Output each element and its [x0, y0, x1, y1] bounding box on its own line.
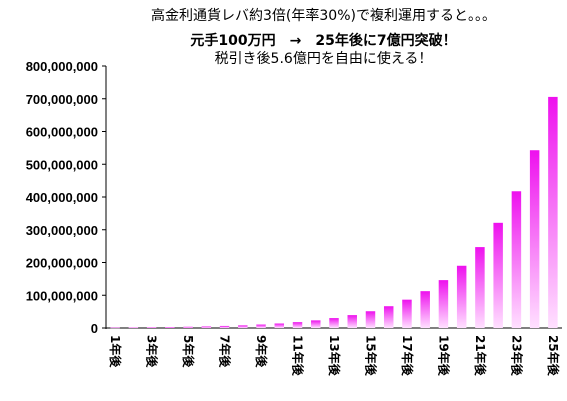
chart-title-line1: 高金利通貨レバ約3倍(年率30%)で複利運用すると。。。 — [151, 8, 496, 24]
x-category-label: 15年後 — [363, 335, 378, 377]
bar-1 — [110, 327, 120, 329]
bar-18 — [420, 291, 430, 328]
x-category-label: 19年後 — [436, 335, 451, 377]
bar-21 — [475, 247, 485, 328]
x-category-label: 11年後 — [291, 335, 306, 377]
bar-22 — [493, 222, 503, 328]
y-tick-label: 300,000,000 — [26, 223, 98, 238]
bar-14 — [347, 315, 357, 328]
chart-title-line3: 税引き後5.6億円を自由に使える！ — [214, 51, 433, 67]
bar-8 — [238, 325, 248, 328]
x-category-label: 13年後 — [327, 335, 342, 377]
bar-15 — [365, 311, 376, 328]
bar-23 — [511, 191, 522, 328]
y-tick-label: 700,000,000 — [26, 92, 98, 107]
bar-3 — [146, 327, 157, 328]
y-tick-label: 800,000,000 — [26, 59, 98, 74]
bar-12 — [311, 320, 321, 328]
bar-13 — [329, 318, 339, 328]
x-category-label: 7年後 — [218, 335, 233, 368]
bar-24 — [529, 150, 540, 328]
bar-7 — [219, 325, 230, 328]
bar-16 — [383, 306, 394, 328]
x-category-label: 3年後 — [145, 335, 160, 368]
y-tick-label: 500,000,000 — [26, 157, 98, 172]
x-category-label: 5年後 — [181, 335, 196, 368]
y-tick-label: 200,000,000 — [26, 256, 98, 271]
bar-11 — [292, 322, 303, 328]
bar-6 — [201, 326, 212, 328]
bar-5 — [183, 326, 193, 328]
y-tick-label: 600,000,000 — [26, 125, 98, 140]
bar-25 — [548, 96, 558, 329]
y-tick-label: 0 — [91, 321, 98, 336]
x-category-label: 17年後 — [400, 335, 415, 377]
bar-10 — [274, 323, 285, 328]
y-tick-label: 400,000,000 — [26, 190, 98, 205]
bar-19 — [438, 280, 449, 328]
x-category-label: 1年後 — [108, 335, 123, 368]
x-category-label: 9年後 — [254, 335, 269, 368]
bar-9 — [256, 324, 266, 328]
bar-2 — [128, 327, 139, 329]
bar-20 — [456, 265, 467, 328]
y-tick-label: 100,000,000 — [26, 288, 98, 303]
x-category-label: 23年後 — [509, 335, 524, 377]
x-category-label: 25年後 — [546, 335, 561, 377]
bar-4 — [165, 327, 175, 328]
chart-title-line2: 元手100万円 → 25年後に7億円突破！ — [190, 33, 457, 49]
x-category-label: 21年後 — [473, 335, 488, 377]
bar-17 — [402, 299, 412, 328]
